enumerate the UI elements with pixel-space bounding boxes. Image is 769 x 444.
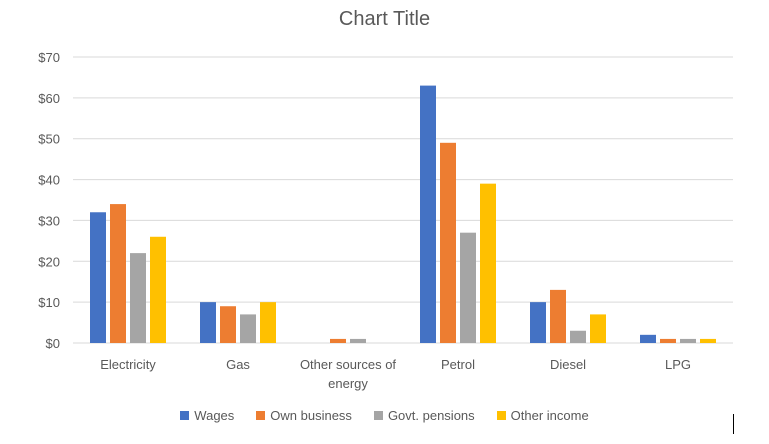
- bar-wages-0: [90, 212, 106, 343]
- bar-govt-pensions-2: [350, 338, 366, 343]
- bar-own-business-3: [440, 142, 456, 343]
- x-tick-label: energy: [328, 376, 368, 391]
- legend-label: Wages: [194, 408, 235, 423]
- x-tick-label: LPG: [665, 357, 691, 372]
- legend-label: Govt. pensions: [387, 408, 475, 423]
- x-tick-label: Petrol: [441, 357, 475, 372]
- y-tick-label: $30: [38, 213, 60, 228]
- y-tick-label: $70: [38, 50, 60, 65]
- bar-own-business-4: [550, 289, 566, 343]
- bar-other-income-5: [700, 338, 716, 343]
- bar-other-income-4: [590, 314, 606, 343]
- y-tick-label: $20: [38, 254, 60, 269]
- bar-govt-pensions-4: [570, 330, 586, 343]
- legend-swatch: [496, 411, 506, 420]
- legend-swatch: [256, 411, 266, 420]
- bar-govt-pensions-0: [130, 253, 146, 343]
- legend-swatch: [180, 411, 190, 420]
- x-tick-label: Other sources of: [300, 357, 396, 372]
- bar-wages-1: [200, 302, 216, 343]
- legend-item: Wages: [180, 408, 234, 423]
- bar-own-business-0: [110, 204, 126, 343]
- legend-item: Other income: [496, 408, 589, 423]
- y-tick-label: $50: [38, 132, 60, 147]
- legend-label: Other income: [510, 408, 589, 423]
- bar-own-business-5: [660, 338, 676, 343]
- y-tick-label: $60: [38, 91, 60, 106]
- bar-govt-pensions-3: [460, 232, 476, 343]
- bar-own-business-2: [330, 338, 346, 343]
- bar-own-business-1: [220, 306, 236, 343]
- x-tick-label: Diesel: [550, 357, 586, 372]
- x-tick-label: Gas: [226, 357, 250, 372]
- y-tick-label: $10: [38, 295, 60, 310]
- legend-item: Own business: [256, 408, 352, 423]
- y-tick-label: $40: [38, 173, 60, 188]
- bar-other-income-1: [260, 302, 276, 343]
- chart-title: Chart Title: [338, 8, 431, 30]
- bar-other-income-3: [480, 183, 496, 343]
- legend: Wages Own business Govt. pensions Other inc…: [0, 408, 769, 423]
- y-tick-label: $0: [46, 336, 60, 351]
- bar-govt-pensions-1: [240, 314, 256, 343]
- bar-wages-4: [530, 302, 546, 343]
- text-cursor: [733, 414, 734, 434]
- legend-item: Govt. pensions: [373, 408, 475, 423]
- bar-wages-3: [420, 85, 436, 343]
- bar-other-income-0: [150, 236, 166, 343]
- bar-govt-pensions-5: [680, 338, 696, 343]
- legend-label: Own business: [270, 408, 352, 423]
- bar-wages-5: [640, 334, 656, 343]
- legend-swatch: [373, 411, 383, 420]
- x-tick-label: Electricity: [100, 357, 156, 372]
